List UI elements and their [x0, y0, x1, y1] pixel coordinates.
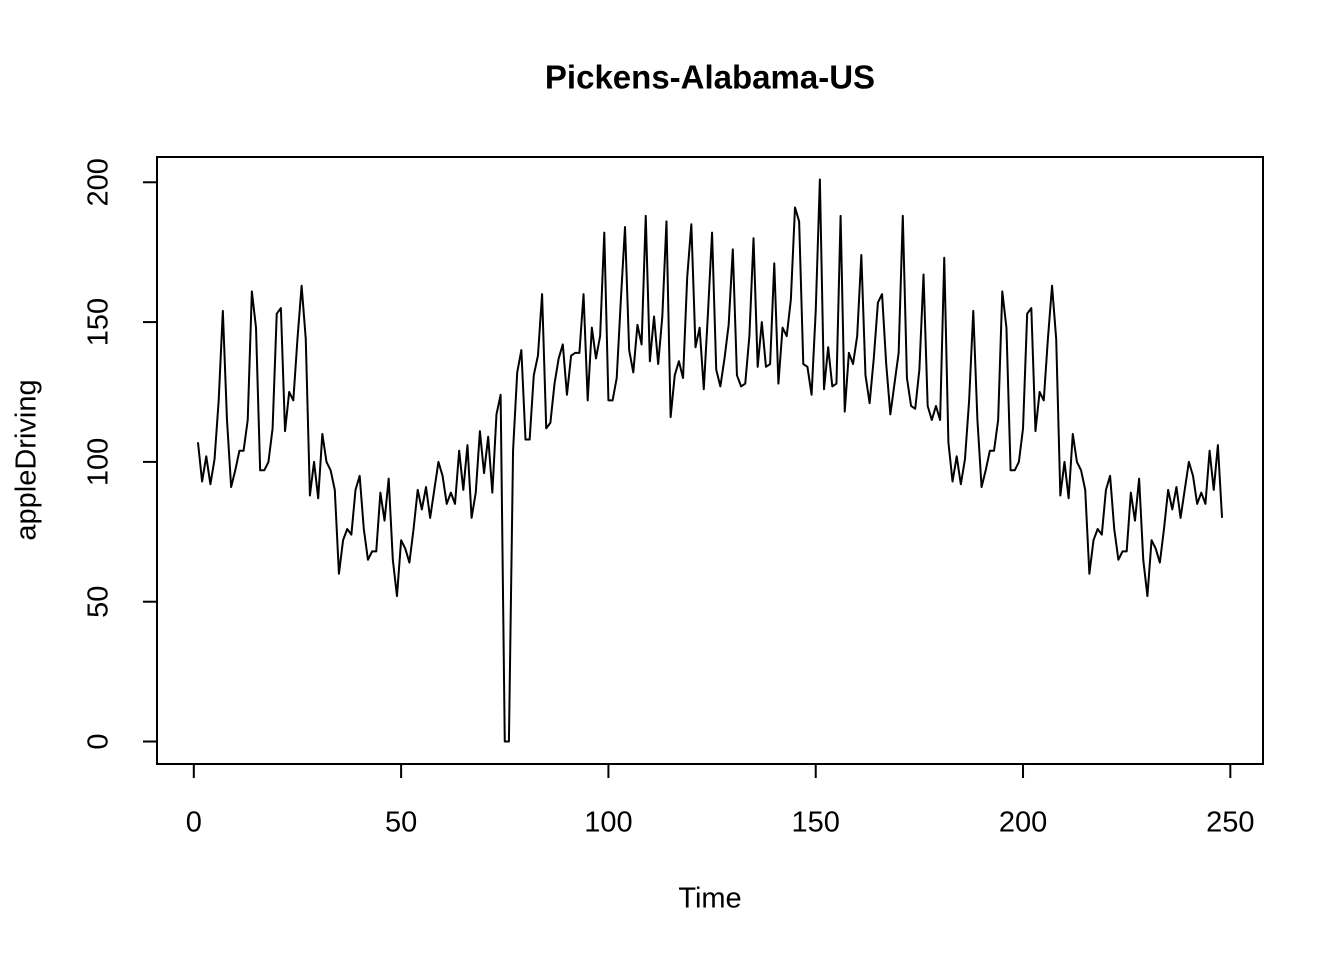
x-tick-label: 250: [1206, 807, 1254, 839]
y-tick-label: 150: [83, 298, 115, 346]
plot-box: [156, 156, 1264, 765]
y-tick-label: 200: [83, 158, 115, 206]
y-tick-label: 50: [83, 586, 115, 618]
x-tick-label: 0: [186, 807, 202, 839]
chart-title: Pickens-Alabama-US: [545, 59, 875, 96]
x-tick-label: 150: [792, 807, 840, 839]
y-tick-label: 0: [83, 733, 115, 749]
y-axis-label: appleDriving: [11, 379, 43, 540]
x-tick-label: 50: [385, 807, 417, 839]
x-tick-label: 200: [999, 807, 1047, 839]
data-line: [196, 178, 1224, 743]
y-tick-label: 100: [83, 438, 115, 486]
x-tick-label: 100: [584, 807, 632, 839]
x-axis-label: Time: [678, 883, 741, 915]
